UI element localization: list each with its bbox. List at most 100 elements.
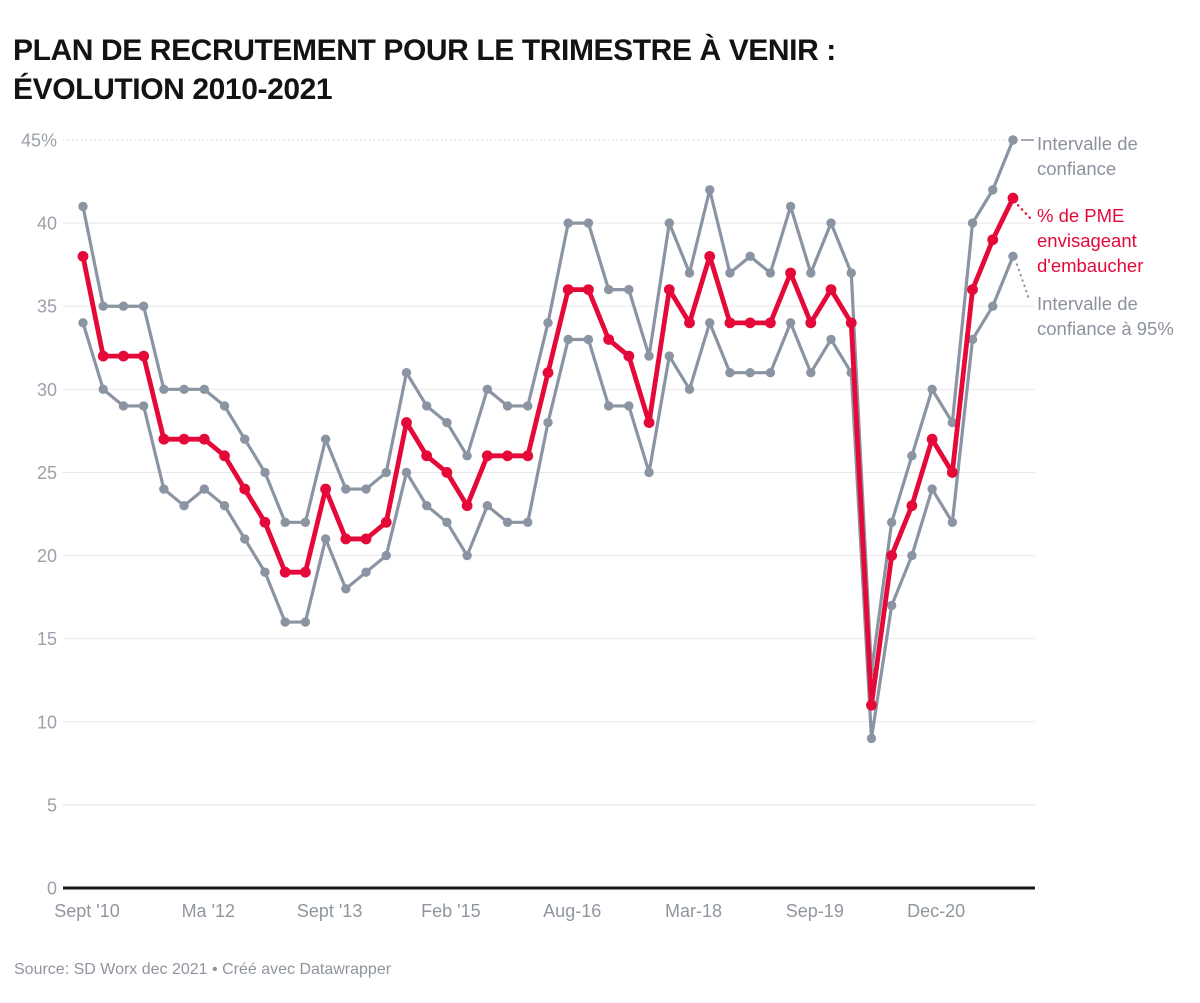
data-point-main[interactable] [583,284,594,295]
data-point-interval[interactable] [806,268,816,278]
data-point-interval[interactable] [341,584,351,594]
data-point-interval[interactable] [502,401,513,411]
data-point-interval[interactable] [300,617,311,627]
data-point-interval[interactable] [785,318,796,328]
data-point-interval[interactable] [118,401,129,411]
data-point-interval[interactable] [725,368,735,378]
data-point-interval[interactable] [98,301,108,311]
data-point-main[interactable] [906,500,918,512]
data-point-interval[interactable] [583,334,594,345]
data-point-interval[interactable] [886,517,897,528]
data-point-interval[interactable] [624,284,634,295]
data-point-interval[interactable] [240,534,250,544]
data-point-interval[interactable] [745,368,755,378]
data-point-interval[interactable] [280,517,290,528]
data-point-interval[interactable] [260,567,270,577]
data-point-interval[interactable] [967,218,978,228]
data-point-main[interactable] [198,433,210,445]
data-point-main[interactable] [461,500,473,512]
data-point-interval[interactable] [846,268,856,278]
data-point-main[interactable] [97,350,109,362]
data-point-interval[interactable] [664,351,674,361]
data-point-interval[interactable] [543,318,553,328]
data-point-main[interactable] [1007,192,1019,204]
data-point-interval[interactable] [118,301,129,311]
data-point-main[interactable] [805,317,817,329]
data-point-interval[interactable] [826,334,836,345]
data-point-interval[interactable] [866,733,877,744]
data-point-interval[interactable] [988,301,998,311]
data-point-main[interactable] [946,467,958,478]
data-point-interval[interactable] [219,500,230,511]
data-point-main[interactable] [360,533,372,545]
data-point-main[interactable] [118,350,129,362]
data-point-main[interactable] [987,234,999,246]
data-point-interval[interactable] [381,550,391,561]
data-point-interval[interactable] [684,268,695,278]
data-point-interval[interactable] [482,500,493,511]
data-point-main[interactable] [380,516,392,528]
data-point-interval[interactable] [725,268,735,278]
data-point-main[interactable] [178,433,190,445]
data-point-interval[interactable] [159,484,169,494]
data-point-interval[interactable] [563,334,573,345]
data-point-main[interactable] [866,699,877,711]
data-point-main[interactable] [239,483,251,495]
data-point-main[interactable] [340,533,352,545]
data-point-main[interactable] [77,250,89,262]
data-point-main[interactable] [603,334,615,345]
data-point-main[interactable] [886,550,898,561]
data-point-interval[interactable] [603,284,614,295]
data-point-interval[interactable] [765,368,776,378]
data-point-interval[interactable] [138,301,149,311]
data-point-interval[interactable] [624,401,634,411]
data-point-interval[interactable] [341,484,351,494]
data-point-main[interactable] [764,317,776,329]
data-point-main[interactable] [825,284,837,295]
data-point-interval[interactable] [421,500,432,511]
data-point-interval[interactable] [320,434,331,444]
data-point-interval[interactable] [280,617,290,627]
data-point-interval[interactable] [907,550,917,561]
data-point-interval[interactable] [967,334,978,345]
data-point-interval[interactable] [401,368,412,378]
data-point-main[interactable] [744,317,756,329]
data-point-interval[interactable] [947,517,958,528]
data-point-interval[interactable] [240,434,250,444]
data-point-interval[interactable] [179,500,189,511]
data-point-interval[interactable] [462,550,472,561]
data-point-interval[interactable] [320,534,331,544]
data-point-interval[interactable] [421,401,432,411]
data-point-interval[interactable] [684,384,695,395]
data-point-interval[interactable] [806,368,816,378]
data-point-interval[interactable] [523,401,533,411]
data-point-main[interactable] [926,433,938,445]
data-point-interval[interactable] [78,318,88,328]
data-point-interval[interactable] [381,467,391,478]
data-point-main[interactable] [643,417,655,428]
data-point-interval[interactable] [644,467,654,478]
data-point-main[interactable] [845,317,857,329]
data-point-interval[interactable] [138,401,149,411]
data-point-interval[interactable] [300,517,311,528]
data-point-main[interactable] [785,267,796,279]
data-point-interval[interactable] [482,384,493,395]
data-point-main[interactable] [320,483,332,495]
data-point-main[interactable] [158,433,170,445]
data-point-interval[interactable] [765,268,776,278]
data-point-interval[interactable] [361,567,371,577]
data-point-interval[interactable] [462,451,472,461]
data-point-interval[interactable] [523,517,533,528]
data-point-interval[interactable] [260,467,270,478]
data-point-interval[interactable] [927,484,937,494]
data-point-main[interactable] [562,284,574,295]
data-point-main[interactable] [542,367,554,379]
data-point-interval[interactable] [988,185,998,195]
data-point-interval[interactable] [159,384,169,395]
data-point-main[interactable] [401,417,412,428]
data-point-interval[interactable] [442,417,452,428]
data-point-interval[interactable] [664,218,674,228]
data-point-main[interactable] [704,250,716,262]
data-point-interval[interactable] [826,218,836,228]
data-point-interval[interactable] [644,351,654,361]
